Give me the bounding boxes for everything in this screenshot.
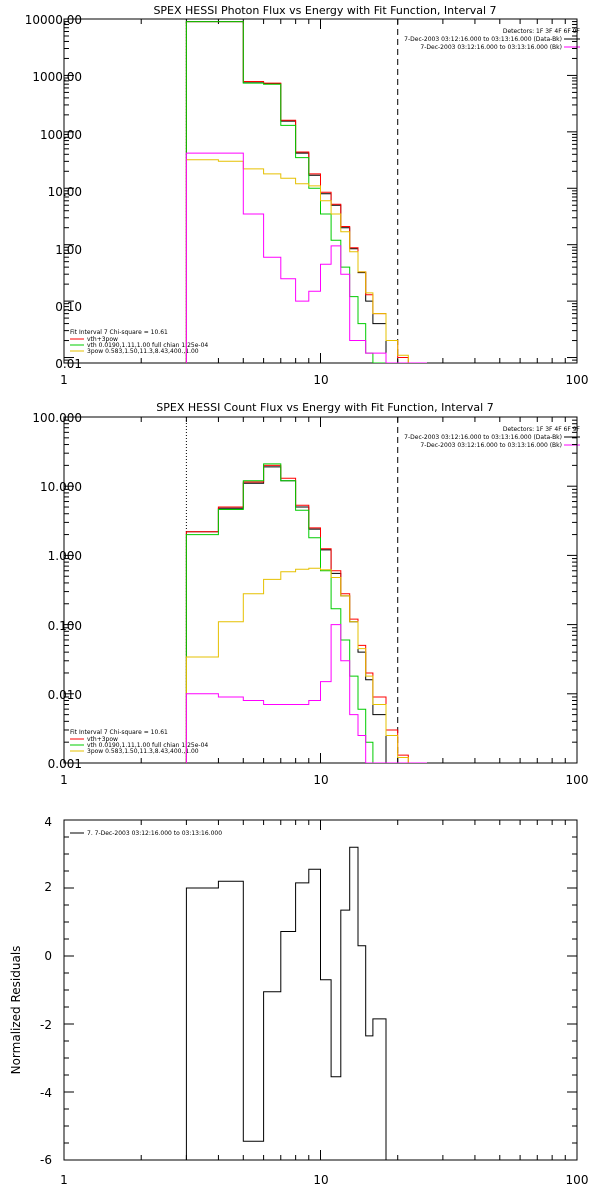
- x-tick-label: 10: [313, 373, 328, 387]
- y-tick-label: 1.000: [48, 549, 82, 563]
- series-residuals: [185, 846, 398, 1160]
- x-tick-label: 100: [566, 773, 589, 787]
- legend-entry: vth 0.0190,1.11,1.00 full chian 1.25e-04: [87, 342, 208, 349]
- legend-entry: 7-Dec-2003 03:12:16.000 to 03:13:16.000 …: [420, 442, 562, 449]
- plot-frame: [63, 416, 578, 764]
- x-tick-label: 100: [566, 1173, 589, 1187]
- y-tick-labels: 100.000 10.000 1.000 0.100 0.010 0.001: [32, 411, 82, 771]
- legend-top-right: Detectors: 1F 3F 4F 6F 9F 7-Dec-2003 03:…: [404, 426, 580, 449]
- x-tick-label: 1: [60, 773, 68, 787]
- y-tick-label: 2: [44, 880, 52, 894]
- series-vth+3pow: [185, 464, 427, 763]
- y-tick-label: 0: [44, 949, 52, 963]
- y-tick-label: 0.01: [55, 357, 82, 371]
- legend-bottom-left: Fit Interval 7 Chi-square = 10.61 vth+3p…: [70, 329, 208, 355]
- chart-title: SPEX HESSI Photon Flux vs Energy with Fi…: [153, 4, 496, 17]
- series-3pow: [185, 159, 427, 363]
- y-tick-label: 10.000: [40, 480, 82, 494]
- legend-header: Detectors: 1F 3F 4F 6F 9F: [503, 426, 581, 433]
- x-tick-label: 10: [313, 773, 328, 787]
- legend-entry: vth+3pow: [87, 336, 118, 343]
- y-tick-label: 1000.00: [32, 70, 82, 84]
- legend-entry: Fit Interval 7 Chi-square = 10.61: [70, 729, 168, 736]
- x-tick-labels: 1 10 100: [60, 773, 588, 787]
- x-tick-labels: 1 10 100: [60, 373, 588, 387]
- legend-bottom-left: Fit Interval 7 Chi-square = 10.61 vth+3p…: [70, 729, 208, 755]
- y-tick-labels: 4 2 0 -2 -4 -6: [40, 815, 52, 1167]
- series-data-bk: [185, 466, 427, 763]
- photon-flux-chart: SPEX HESSI Photon Flux vs Energy with Fi…: [25, 4, 589, 387]
- series-vth+3pow: [185, 21, 427, 363]
- series-data-bk: [185, 21, 427, 363]
- x-tick-label: 1: [60, 373, 68, 387]
- x-tick-label: 10: [313, 1173, 328, 1187]
- series-3pow: [185, 567, 427, 763]
- y-tick-label: 0.100: [48, 619, 82, 633]
- y-tick-label: -2: [40, 1018, 52, 1032]
- chart-title: SPEX HESSI Count Flux vs Energy with Fit…: [156, 401, 493, 414]
- legend-header: Detectors: 1F 3F 4F 6F 9F: [503, 28, 581, 35]
- y-tick-label: 0.010: [48, 688, 82, 702]
- y-axis-title: Normalized Residuals: [9, 946, 23, 1075]
- y-tick-label: -6: [40, 1153, 52, 1167]
- y-tick-label: 100.00: [40, 128, 82, 142]
- series-bk: [185, 152, 427, 363]
- legend-top-right: Detectors: 1F 3F 4F 6F 9F 7-Dec-2003 03:…: [404, 28, 580, 51]
- count-flux-chart: SPEX HESSI Count Flux vs Energy with Fit…: [32, 401, 588, 787]
- legend-entry: 7-Dec-2003 03:12:16.000 to 03:13:16.000 …: [404, 434, 562, 441]
- series-vth: [185, 21, 427, 363]
- legend-entry: 3pow 0.583,1.50,11.3,8.43,400.,1.00: [87, 748, 199, 755]
- legend-entry: vth 0.0190,1.11,1.00 full chian 1.25e-04: [87, 742, 208, 749]
- legend: 7. 7-Dec-2003 03:12:16.000 to 03:13:16.0…: [70, 830, 222, 837]
- x-tick-label: 1: [60, 1173, 68, 1187]
- y-tick-label: 4: [44, 815, 52, 829]
- residuals-chart: Normalized Residuals 4 2 0 -2 -4 -6 1 10…: [9, 815, 588, 1187]
- legend-entry: Fit Interval 7 Chi-square = 10.61: [70, 329, 168, 336]
- legend-entry: 3pow 0.583,1.50,11.3,8.43,400.,1.00: [87, 348, 199, 355]
- legend-entry: 7. 7-Dec-2003 03:12:16.000 to 03:13:16.0…: [87, 830, 222, 837]
- y-tick-label: 0.001: [48, 757, 82, 771]
- x-tick-label: 100: [566, 373, 589, 387]
- y-tick-label: -4: [40, 1086, 52, 1100]
- y-tick-label: 100.000: [32, 411, 82, 425]
- y-tick-label: 10000.00: [25, 13, 82, 27]
- legend-entry: 7-Dec-2003 03:12:16.000 to 03:13:16.000 …: [420, 44, 562, 51]
- y-tick-labels: 10000.00 1000.00 100.00 10.00 1.00 0.10 …: [25, 13, 82, 371]
- series-bk: [185, 624, 427, 763]
- legend-entry: 7-Dec-2003 03:12:16.000 to 03:13:16.000 …: [404, 36, 562, 43]
- x-tick-labels: 1 10 100: [60, 1173, 588, 1187]
- legend-entry: vth+3pow: [87, 736, 118, 743]
